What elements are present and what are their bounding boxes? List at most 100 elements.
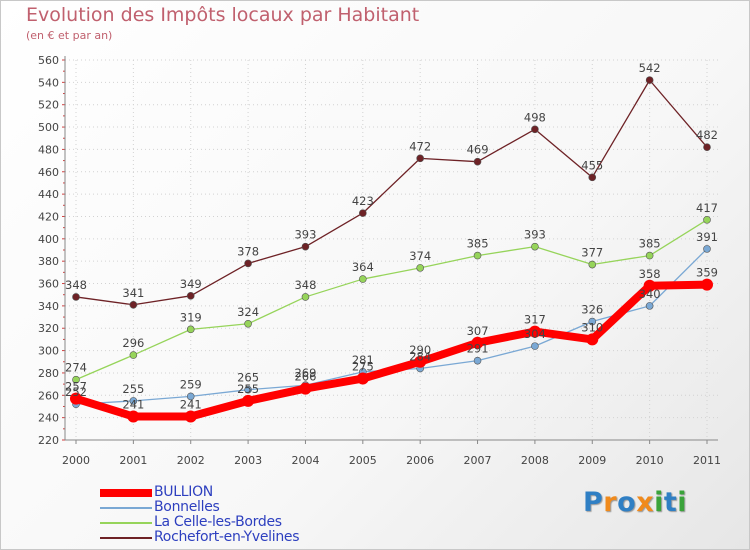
- y-tick-label: 280: [38, 367, 59, 380]
- data-point-bullion: [127, 410, 140, 423]
- data-label-bullion: 290: [409, 343, 431, 357]
- legend-swatch: [100, 507, 152, 509]
- data-label-bonnelles: 284: [409, 349, 431, 363]
- data-label-rochefort-en-yvelines: 423: [352, 194, 374, 208]
- data-point-bonnelles: [129, 397, 138, 405]
- data-label-bonnelles: 340: [639, 287, 661, 301]
- legend-swatch: [100, 522, 152, 524]
- x-tick-label: 2005: [349, 454, 377, 467]
- data-label-bonnelles: 304: [524, 327, 546, 341]
- x-tick-label: 2006: [406, 454, 434, 467]
- data-label-la-celle-les-bordes: 364: [352, 260, 374, 274]
- data-labels: 348 341 349 378 393 423 472 469 498 455 542 482 274 2…: [65, 61, 718, 411]
- data-point-la-celle-les-bordes: [645, 251, 654, 260]
- data-label-rochefort-en-yvelines: 348: [65, 278, 87, 292]
- data-point-la-celle-les-bordes: [416, 264, 424, 272]
- y-tick-label: 360: [38, 278, 59, 291]
- logo-letter: P: [583, 487, 604, 518]
- series-line-bullion: [74, 280, 708, 421]
- data-label-la-celle-les-bordes: 385: [467, 237, 489, 251]
- data-point-rochefort-en-yvelines: [301, 242, 310, 251]
- data-label-rochefort-en-yvelines: 349: [180, 277, 202, 291]
- data-label-bonnelles: 265: [237, 371, 259, 385]
- chart-title: Evolution des Impôts locaux par Habitant: [26, 4, 420, 26]
- x-tick-label: 2008: [521, 454, 549, 467]
- x-tick-label: 2000: [62, 454, 90, 467]
- series-line-la-celle-les-bordes: [75, 219, 708, 381]
- data-label-bonnelles: 281: [352, 353, 374, 367]
- data-point-bullion: [471, 336, 484, 349]
- y-tick-label: 480: [38, 143, 59, 156]
- logo-letter: x: [636, 487, 655, 518]
- data-point-la-celle-les-bordes: [186, 325, 195, 334]
- y-tick-label: 380: [38, 255, 59, 268]
- data-point-bullion: [701, 278, 713, 291]
- data-point-bullion: [242, 394, 255, 407]
- logo-letter: r: [603, 487, 618, 518]
- data-point-bonnelles: [244, 385, 252, 394]
- data-point-bullion: [414, 355, 427, 368]
- data-label-la-celle-les-bordes: 319: [180, 310, 202, 324]
- data-point-bonnelles: [473, 356, 482, 365]
- axes: 220 240 260 280 300 320 340 360 380 400 420 440 460 4…: [38, 54, 721, 467]
- data-point-la-celle-les-bordes: [301, 293, 310, 301]
- data-label-la-celle-les-bordes: 324: [237, 305, 259, 319]
- y-tick-label: 300: [38, 345, 59, 358]
- x-tick-label: 2004: [291, 454, 319, 467]
- data-point-bonnelles: [186, 392, 195, 401]
- data-label-bonnelles: 391: [696, 230, 718, 244]
- data-point-bullion: [528, 325, 541, 338]
- data-point-rochefort-en-yvelines: [588, 173, 597, 182]
- data-label-rochefort-en-yvelines: 469: [467, 143, 489, 157]
- data-label-rochefort-en-yvelines: 472: [409, 139, 431, 153]
- x-tick-label: 2010: [636, 454, 664, 467]
- x-tick-label: 2002: [177, 454, 205, 467]
- data-label-bullion: 241: [122, 398, 144, 412]
- data-point-rochefort-en-yvelines: [186, 292, 195, 300]
- data-point-rochefort-en-yvelines: [359, 209, 367, 217]
- data-point-la-celle-les-bordes: [72, 375, 80, 384]
- data-label-la-celle-les-bordes: 274: [65, 361, 87, 375]
- data-point-rochefort-en-yvelines: [244, 259, 252, 268]
- data-label-la-celle-les-bordes: 417: [696, 201, 718, 215]
- data-label-rochefort-en-yvelines: 393: [294, 228, 316, 242]
- data-label-la-celle-les-bordes: 296: [122, 336, 144, 350]
- data-label-bullion: 307: [467, 324, 489, 338]
- legend-label: BULLION: [154, 484, 213, 500]
- x-tick-label: 2007: [464, 454, 492, 467]
- y-tick-label: 240: [38, 412, 59, 425]
- data-point-bullion: [299, 382, 312, 395]
- data-label-rochefort-en-yvelines: 498: [524, 110, 546, 124]
- data-point-la-celle-les-bordes: [703, 216, 711, 224]
- data-point-la-celle-les-bordes: [244, 319, 252, 328]
- y-tick-label: 500: [38, 121, 59, 134]
- data-point-la-celle-les-bordes: [588, 260, 597, 269]
- data-label-rochefort-en-yvelines: 482: [696, 128, 718, 142]
- data-point-la-celle-les-bordes: [129, 351, 138, 359]
- data-point-bonnelles: [588, 317, 597, 326]
- data-point-rochefort-en-yvelines: [645, 76, 654, 84]
- x-tick-label: 2011: [693, 454, 721, 467]
- legend-swatch: [100, 537, 152, 539]
- data-point-rochefort-en-yvelines: [473, 157, 482, 166]
- logo-letter: o: [617, 487, 637, 518]
- data-label-rochefort-en-yvelines: 341: [122, 286, 144, 300]
- data-label-la-celle-les-bordes: 348: [294, 278, 316, 292]
- y-tick-label: 400: [38, 233, 59, 246]
- data-label-bonnelles: 291: [467, 342, 489, 356]
- data-point-rochefort-en-yvelines: [703, 143, 711, 151]
- y-tick-label: 340: [38, 300, 59, 313]
- y-tick-label: 520: [38, 99, 59, 112]
- y-tick-label: 320: [38, 322, 59, 335]
- data-label-bullion: 359: [696, 266, 718, 280]
- data-point-rochefort-en-yvelines: [531, 125, 539, 134]
- data-label-rochefort-en-yvelines: 455: [581, 158, 603, 172]
- chart-subtitle: (en € et par an): [26, 29, 113, 42]
- y-tick-label: 540: [38, 76, 59, 89]
- data-point-bullion: [586, 333, 599, 346]
- x-tick-label: 2009: [578, 454, 606, 467]
- y-tick-label: 220: [38, 434, 59, 447]
- data-point-bullion: [643, 279, 656, 292]
- logo-letter: t: [663, 487, 678, 518]
